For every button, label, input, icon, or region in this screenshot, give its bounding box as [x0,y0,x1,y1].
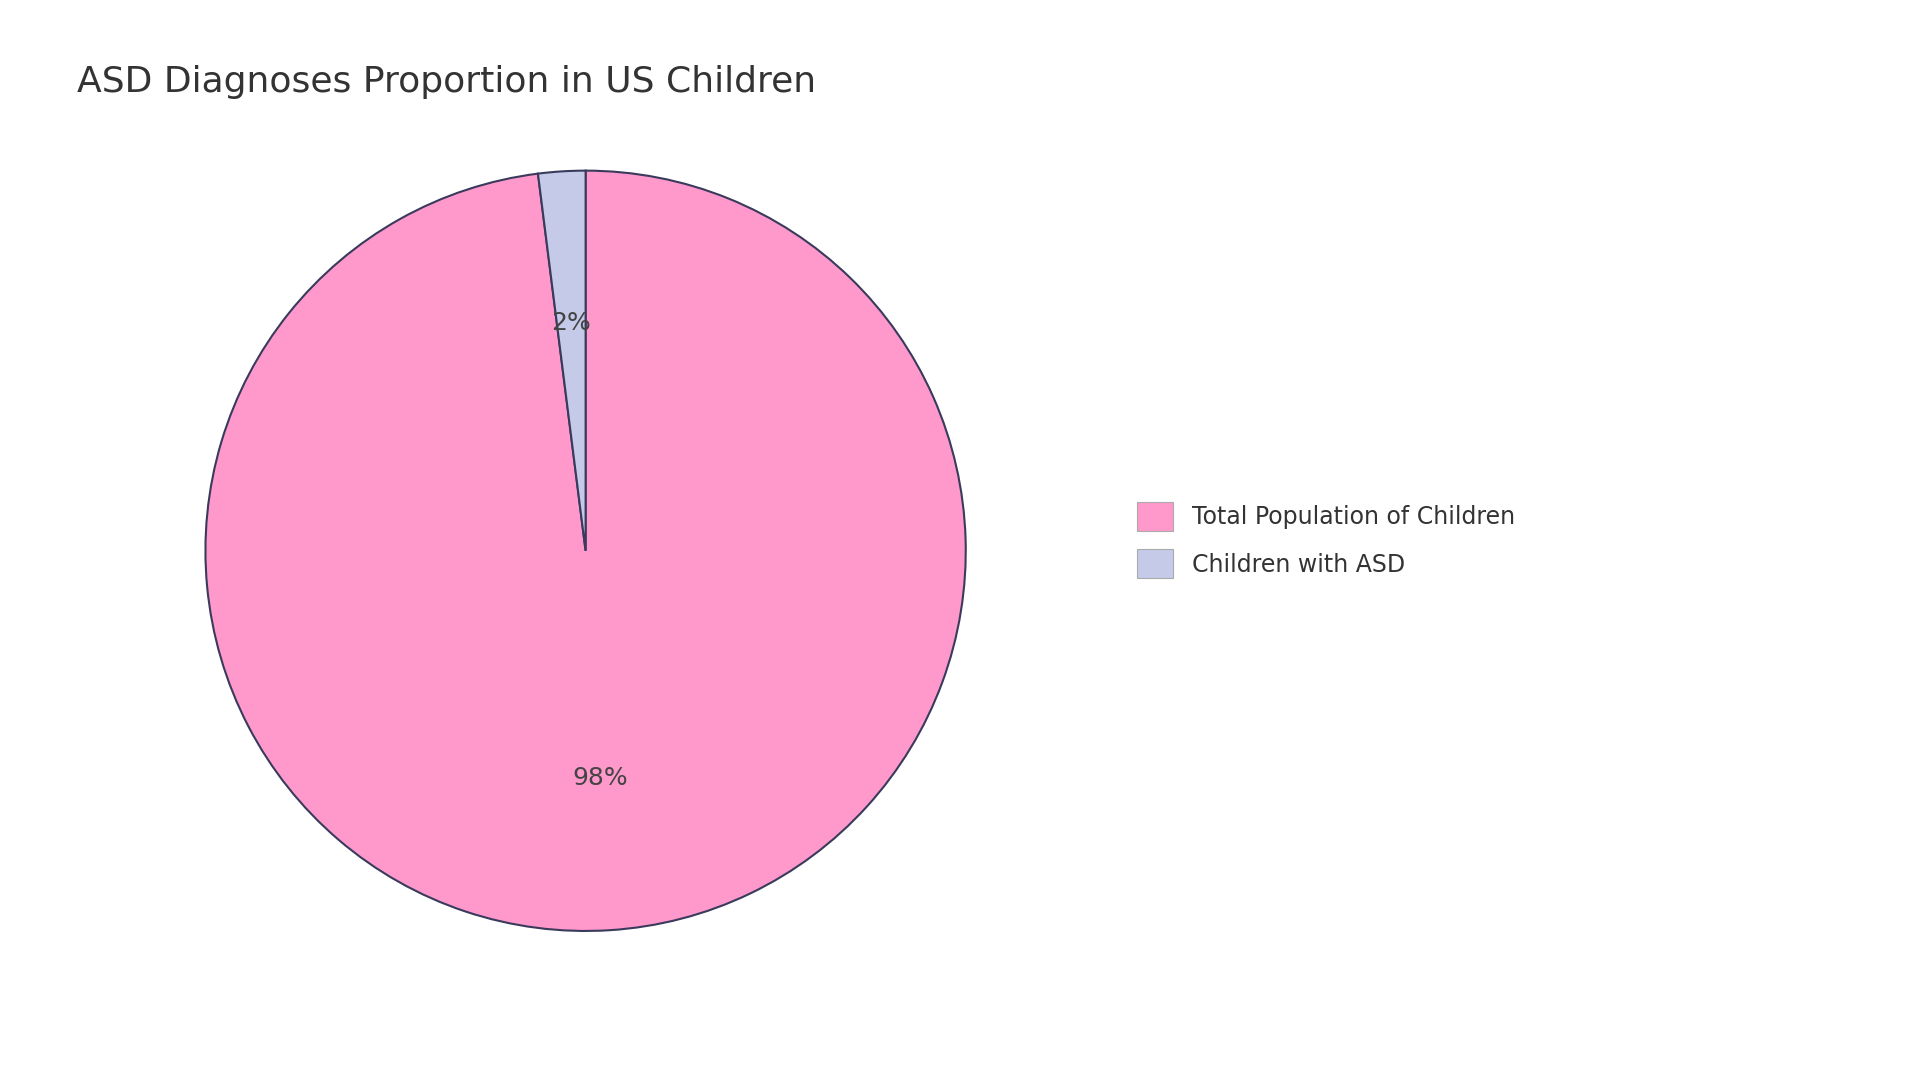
Legend: Total Population of Children, Children with ASD: Total Population of Children, Children w… [1125,490,1526,590]
Wedge shape [205,171,966,931]
Wedge shape [538,171,586,551]
Text: 98%: 98% [572,767,628,791]
Text: ASD Diagnoses Proportion in US Children: ASD Diagnoses Proportion in US Children [77,65,816,98]
Text: 2%: 2% [551,311,591,335]
